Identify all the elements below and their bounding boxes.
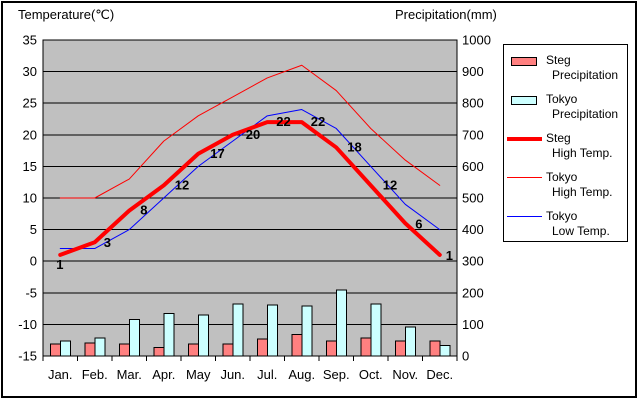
month-label: May: [186, 367, 211, 382]
bar-tokyo: [370, 303, 382, 357]
data-label: 12: [175, 177, 189, 192]
bar-tokyo: [335, 289, 347, 357]
temp-tick-label: 5: [30, 222, 37, 237]
bar-steg: [394, 340, 406, 357]
data-label: 22: [311, 114, 325, 129]
month-label: Dec.: [426, 367, 453, 382]
data-label: 3: [104, 235, 111, 250]
temp-tick-label: -5: [25, 285, 37, 300]
temperature-axis-title: Temperature(℃): [18, 7, 115, 22]
bar-tokyo: [128, 318, 140, 357]
bar-steg: [360, 337, 372, 357]
precip-tick-label: 700: [462, 127, 484, 142]
precip-tick-label: 400: [462, 222, 484, 237]
legend-label: Tokyo: [546, 170, 578, 184]
tokyo-low-temp-swatch: [507, 216, 542, 217]
precip-tick-label: 500: [462, 191, 484, 206]
month-label: Sep.: [323, 367, 350, 382]
bar-steg: [222, 343, 234, 357]
temp-tick-label: 30: [23, 64, 37, 79]
legend-item-steg-precipitation: Steg Precipitation: [504, 53, 627, 83]
temp-tick-label: 0: [30, 254, 37, 269]
line-tokyo-high-temp-: [59, 64, 441, 199]
month-label: Feb.: [82, 367, 108, 382]
legend-label: Tokyo: [546, 209, 578, 223]
data-label: 1: [56, 257, 63, 272]
legend-label: Steg: [546, 53, 571, 67]
month-label: Aug.: [288, 367, 315, 382]
legend-item-steg-high-temp: Steg High Temp.: [504, 131, 627, 161]
bar-tokyo: [404, 326, 416, 357]
tokyo-precipitation-swatch: [511, 96, 537, 105]
bar-steg: [291, 334, 303, 357]
bar-tokyo: [94, 337, 106, 357]
bar-steg: [118, 343, 130, 357]
bar-tokyo: [266, 304, 278, 357]
legend-item-tokyo-precipitation: Tokyo Precipitation: [504, 92, 627, 122]
legend-label: High Temp.: [552, 185, 613, 199]
legend: Steg Precipitation Tokyo Precipitation S…: [503, 44, 628, 242]
precip-tick-label: 900: [462, 64, 484, 79]
precip-tick-label: 600: [462, 159, 484, 174]
legend-label: Steg: [546, 131, 571, 145]
bar-tokyo: [301, 305, 313, 357]
precip-tick-label: 300: [462, 254, 484, 269]
month-label: Oct.: [359, 367, 383, 382]
precip-tick-label: 1000: [462, 33, 491, 48]
legend-item-tokyo-low-temp: Tokyo Low Temp.: [504, 209, 627, 239]
month-label: Nov.: [392, 367, 418, 382]
steg-high-temp-swatch: [507, 137, 542, 141]
precip-tick-label: 200: [462, 285, 484, 300]
bar-tokyo: [197, 314, 209, 357]
month-label: Jul.: [257, 367, 277, 382]
bar-steg: [187, 343, 199, 357]
data-label: 1: [446, 248, 453, 263]
bar-steg: [325, 340, 337, 357]
legend-label: Tokyo: [546, 92, 578, 106]
bar-steg: [84, 342, 96, 357]
bar-steg: [429, 340, 441, 357]
bar-steg: [49, 343, 61, 357]
bar-tokyo: [439, 344, 451, 357]
bar-steg: [256, 338, 268, 357]
month-label: Jan.: [48, 367, 73, 382]
data-label: 6: [415, 216, 422, 231]
temp-tick-label: 35: [23, 33, 37, 48]
legend-item-tokyo-high-temp: Tokyo High Temp.: [504, 170, 627, 200]
month-label: Jun.: [220, 367, 245, 382]
temp-tick-label: 15: [23, 159, 37, 174]
data-label: 8: [140, 203, 147, 218]
temp-tick-label: -15: [18, 349, 37, 364]
data-label: 12: [383, 177, 397, 192]
precip-tick-label: 0: [462, 349, 469, 364]
legend-label: High Temp.: [552, 146, 613, 160]
temp-tick-label: -10: [18, 317, 37, 332]
month-label: Mar.: [117, 367, 142, 382]
line-steg-high-temp-: [58, 120, 442, 257]
precip-tick-label: 100: [462, 317, 484, 332]
precipitation-axis-title: Precipitation(mm): [395, 7, 497, 22]
legend-label: Precipitation: [552, 107, 619, 121]
legend-label: Precipitation: [552, 68, 619, 82]
bar-steg: [153, 346, 165, 357]
temp-tick-label: 25: [23, 96, 37, 111]
bar-tokyo: [59, 340, 71, 357]
data-label: 20: [246, 127, 260, 142]
data-label: 22: [276, 114, 290, 129]
bar-tokyo: [232, 303, 244, 357]
temp-tick-label: 20: [23, 127, 37, 142]
bar-tokyo: [163, 313, 175, 357]
data-label: 17: [210, 146, 224, 161]
month-label: Apr.: [152, 367, 175, 382]
temp-tick-label: 10: [23, 191, 37, 206]
precip-tick-label: 800: [462, 96, 484, 111]
steg-precipitation-swatch: [511, 57, 537, 66]
legend-label: Low Temp.: [552, 224, 610, 238]
data-label: 18: [347, 139, 361, 154]
tokyo-high-temp-swatch: [507, 177, 542, 178]
